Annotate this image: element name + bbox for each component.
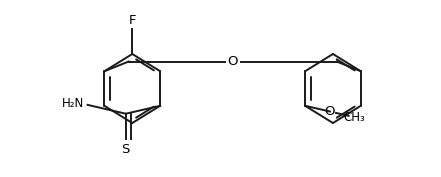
Text: O: O bbox=[228, 55, 238, 68]
Text: CH₃: CH₃ bbox=[344, 111, 366, 124]
Text: H₂N: H₂N bbox=[62, 97, 84, 110]
Text: F: F bbox=[128, 15, 136, 27]
Text: S: S bbox=[122, 143, 130, 156]
Text: O: O bbox=[325, 105, 335, 118]
